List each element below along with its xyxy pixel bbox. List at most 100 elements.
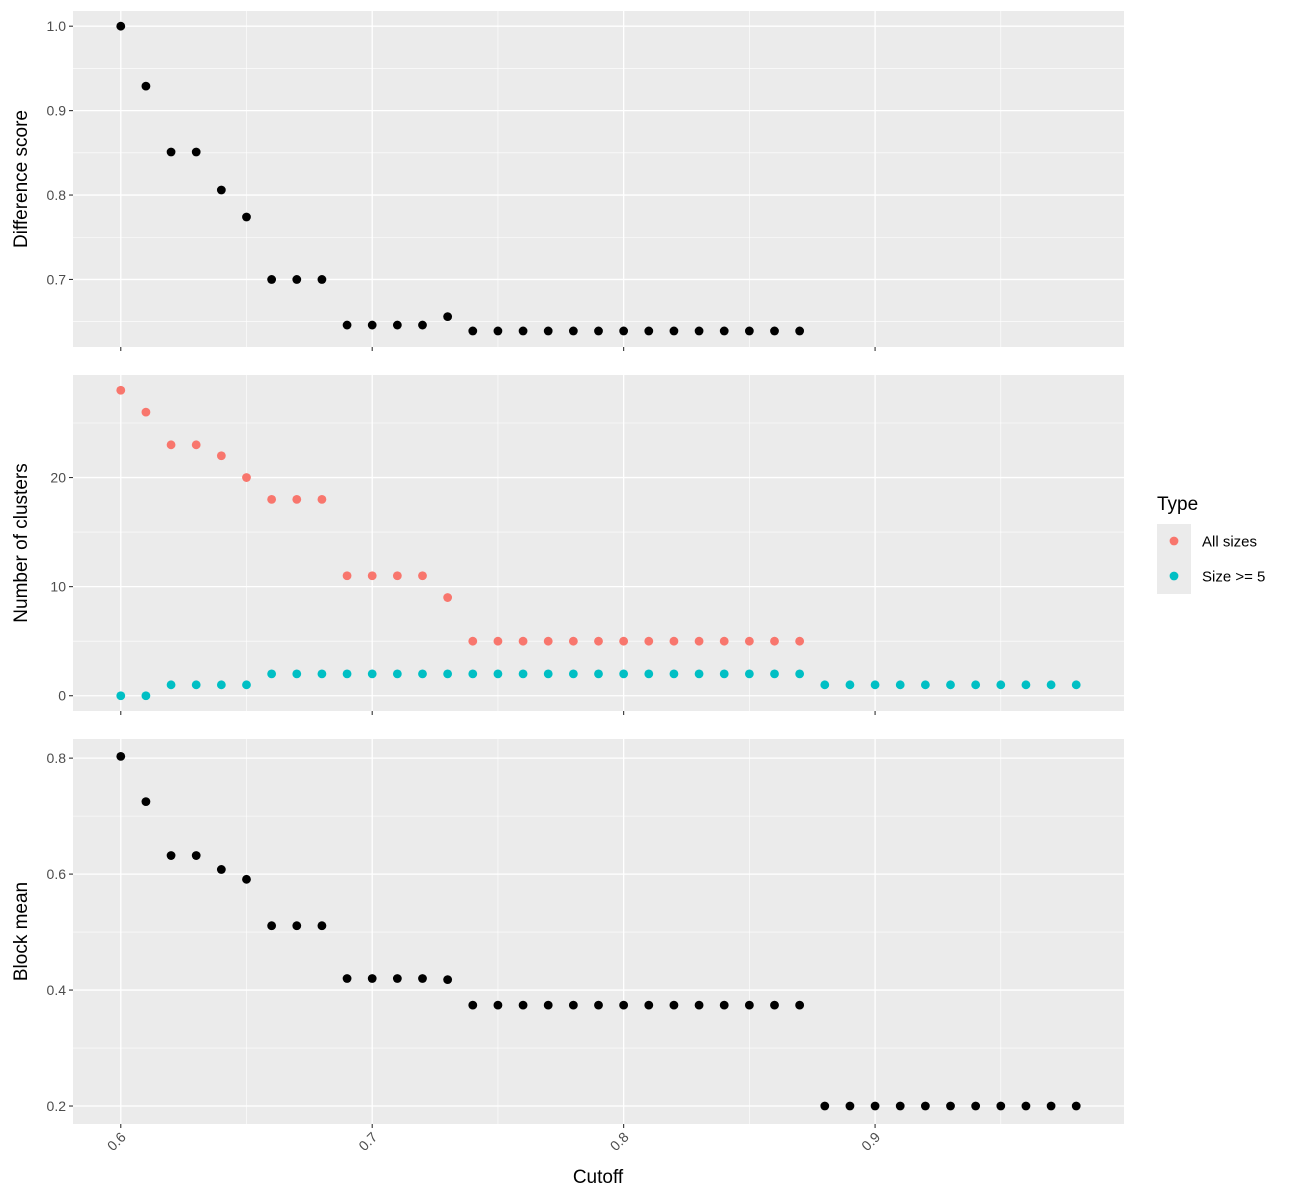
data-point [795, 1000, 805, 1010]
data-point [367, 320, 377, 330]
data-point [191, 851, 201, 860]
panel-1: 0.7 0.8 0.9 1.0 Difference score [11, 11, 1124, 351]
data-point [971, 1101, 981, 1111]
data-point [946, 1101, 955, 1111]
data-point [191, 440, 201, 450]
data-point [669, 326, 679, 336]
data-point [392, 320, 402, 330]
data-point [1046, 1101, 1056, 1111]
data-point [920, 1101, 930, 1111]
data-point [744, 669, 754, 679]
data-point [920, 680, 930, 690]
data-point [191, 680, 201, 690]
data-point [719, 1000, 729, 1010]
data-point [795, 636, 805, 646]
data-point [367, 571, 377, 581]
data-point [141, 81, 151, 91]
data-point [644, 669, 654, 679]
data-point [719, 636, 729, 646]
data-point [493, 636, 503, 646]
data-point [619, 1000, 629, 1010]
data-point [669, 669, 679, 679]
data-point [770, 636, 779, 646]
data-point [116, 751, 126, 761]
data-point [1021, 1101, 1031, 1111]
data-point [392, 669, 402, 679]
panel-background [73, 11, 1124, 347]
x-axis: 0.6 0.7 0.8 0.9 [104, 1129, 884, 1154]
data-point [619, 636, 629, 646]
data-point [267, 921, 277, 931]
data-point [594, 1000, 603, 1010]
data-point [895, 1101, 905, 1111]
data-point [594, 326, 603, 336]
data-point [342, 974, 352, 983]
data-point [619, 669, 629, 679]
data-point [694, 669, 704, 679]
data-point [443, 312, 453, 322]
x-tick-label: 0.6 [104, 1129, 129, 1154]
data-point [242, 874, 251, 884]
data-point [367, 974, 377, 983]
legend-label: Size >= 5 [1202, 569, 1265, 586]
data-point [619, 326, 629, 336]
data-point [543, 326, 553, 336]
data-point [317, 669, 327, 679]
data-point [392, 571, 402, 581]
data-point [317, 494, 327, 504]
data-point [895, 680, 905, 690]
data-point [694, 636, 704, 646]
data-point [1021, 680, 1031, 690]
data-point [468, 636, 478, 646]
y-tick-label: 0.6 [47, 866, 67, 882]
panel-background [73, 739, 1124, 1124]
data-point [242, 473, 251, 482]
data-point [594, 636, 603, 646]
legend-key [1169, 571, 1179, 581]
y-axis-title: Difference score [11, 110, 32, 248]
panel-3: 0.2 0.4 0.6 0.8 Block mean [11, 739, 1124, 1128]
legend-key-background [1157, 524, 1191, 594]
x-tick-label: 0.9 [858, 1129, 883, 1154]
data-point [594, 669, 603, 679]
legend-title: Type [1157, 494, 1198, 515]
x-tick-label: 0.7 [355, 1129, 380, 1154]
data-point [342, 571, 352, 581]
data-point [795, 326, 805, 336]
data-point [845, 680, 855, 690]
data-point [543, 669, 553, 679]
data-point [493, 669, 503, 679]
x-axis-title: Cutoff [573, 1167, 624, 1188]
y-axis-title: Block mean [11, 882, 32, 981]
data-point [719, 326, 729, 336]
data-point [267, 669, 277, 679]
data-point [342, 320, 352, 330]
data-point [267, 275, 277, 284]
data-point [996, 680, 1006, 690]
data-point [342, 669, 352, 679]
data-point [468, 1000, 478, 1010]
data-point [166, 440, 176, 450]
data-point [292, 921, 302, 931]
data-point [166, 851, 176, 860]
data-point [141, 797, 151, 807]
data-point [770, 669, 779, 679]
data-point [820, 680, 830, 690]
data-point [694, 1000, 704, 1010]
data-point [568, 326, 578, 336]
panel-background [73, 375, 1124, 711]
legend-key [1169, 536, 1179, 546]
data-point [870, 680, 880, 690]
data-point [317, 275, 327, 284]
legend-label: All sizes [1202, 534, 1257, 551]
data-point [518, 326, 528, 336]
y-tick-label: 0 [58, 688, 66, 704]
y-tick-label: 0.2 [47, 1098, 67, 1114]
data-point [795, 669, 805, 679]
data-point [518, 1000, 528, 1010]
y-tick-label: 0.7 [47, 271, 67, 287]
data-point [719, 669, 729, 679]
data-point [543, 1000, 553, 1010]
data-point [418, 669, 427, 679]
data-point [568, 1000, 578, 1010]
